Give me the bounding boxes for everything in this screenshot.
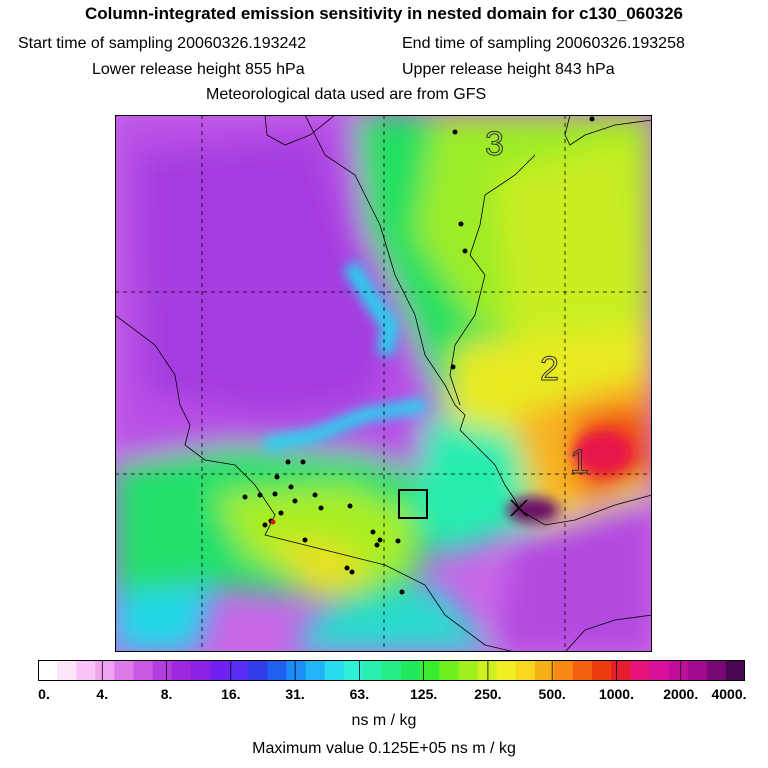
sensitivity-maximum bbox=[263, 260, 633, 523]
colorbar-cell bbox=[229, 660, 249, 681]
station-marker bbox=[292, 498, 298, 504]
colorbar-cell bbox=[534, 660, 555, 681]
colorbar-cell bbox=[420, 660, 440, 681]
sensitivity-field bbox=[115, 115, 652, 652]
station-marker bbox=[344, 565, 350, 571]
colorbar-cell bbox=[38, 660, 58, 681]
colorbar-cell bbox=[515, 660, 536, 681]
station-marker bbox=[274, 474, 280, 480]
station-marker bbox=[278, 510, 284, 516]
colorbar-tick-label: 4000. bbox=[711, 686, 747, 702]
release-point-marker bbox=[270, 519, 276, 525]
station-marker bbox=[399, 589, 405, 595]
colorbar-tick-label: 250. bbox=[474, 686, 502, 702]
station-marker bbox=[300, 459, 306, 465]
station-marker bbox=[242, 494, 248, 500]
station-marker bbox=[272, 491, 278, 497]
colorbar-cell bbox=[95, 660, 116, 681]
colorbar-cell bbox=[114, 660, 135, 681]
colorbar-cell bbox=[286, 660, 307, 681]
colorbar-tick-label: 500. bbox=[538, 686, 566, 702]
station-marker bbox=[395, 538, 401, 544]
figure-title: Column-integrated emission sensitivity i… bbox=[84, 4, 684, 23]
colorbar-cell bbox=[190, 660, 211, 681]
station-marker bbox=[318, 505, 324, 511]
colorbar-cell bbox=[687, 660, 708, 681]
colorbar-cell bbox=[439, 660, 459, 681]
station-marker bbox=[285, 459, 291, 465]
station-marker bbox=[374, 542, 380, 548]
colorbar-tick-label: 4. bbox=[96, 686, 109, 702]
age-label-3: 3 bbox=[485, 125, 504, 163]
colorbar-cell bbox=[496, 660, 517, 681]
colorbar bbox=[38, 660, 745, 681]
station-marker bbox=[377, 537, 383, 543]
colorbar-cell bbox=[706, 660, 727, 681]
station-marker bbox=[349, 569, 355, 575]
station-marker bbox=[462, 248, 468, 254]
maximum-value-text: Maximum value 0.125E+05 ns m / kg bbox=[252, 740, 516, 757]
age-label-1: 1 bbox=[570, 443, 589, 481]
colorbar-tick-label: 1000. bbox=[598, 686, 634, 702]
colorbar-cell bbox=[133, 660, 154, 681]
colorbar-cell bbox=[171, 660, 192, 681]
upper-height-text: Upper release height 843 hPa bbox=[402, 61, 615, 78]
station-marker bbox=[257, 492, 263, 498]
station-marker bbox=[458, 221, 464, 227]
colorbar-cell bbox=[152, 660, 173, 681]
station-marker bbox=[288, 484, 294, 490]
colorbar-cell bbox=[668, 660, 689, 681]
colorbar-tick-label: 16. bbox=[221, 686, 241, 702]
coastline bbox=[115, 115, 652, 652]
colorbar-cell bbox=[401, 660, 421, 681]
colorbar-cell bbox=[305, 660, 326, 681]
end-time-text: End time of sampling 20060326.193258 bbox=[402, 35, 685, 52]
colorbar-tick-label: 8. bbox=[160, 686, 173, 702]
colorbar-cell bbox=[477, 660, 498, 681]
colorbar-cell bbox=[324, 660, 345, 681]
grid-lines bbox=[115, 115, 652, 652]
colorbar-cell bbox=[725, 660, 745, 681]
colorbar-cell bbox=[592, 660, 612, 681]
colorbar-cell bbox=[381, 660, 402, 681]
colorbar-cell bbox=[458, 660, 479, 681]
station-marker bbox=[452, 129, 458, 135]
colorbar-tick-label: 31. bbox=[285, 686, 305, 702]
station-marker bbox=[302, 537, 308, 543]
lower-height-text: Lower release height 855 hPa bbox=[92, 61, 305, 78]
colorbar-units: ns m / kg bbox=[351, 712, 417, 729]
station-marker bbox=[312, 492, 318, 498]
colorbar-tick-label: 63. bbox=[349, 686, 370, 702]
colorbar-tick-label: 125. bbox=[410, 686, 438, 702]
colorbar-cell bbox=[362, 660, 383, 681]
station-marker bbox=[262, 522, 268, 528]
colorbar-cell bbox=[248, 660, 268, 681]
release-box bbox=[398, 489, 428, 519]
colorbar-cell bbox=[573, 660, 593, 681]
start-time-text: Start time of sampling 20060326.193242 bbox=[18, 35, 307, 52]
colorbar-cell bbox=[611, 660, 631, 681]
station-marker bbox=[347, 503, 353, 509]
colorbar-tick-label: 2000. bbox=[663, 686, 699, 702]
colorbar-cell bbox=[649, 660, 670, 681]
colorbar-cell bbox=[343, 660, 364, 681]
station-marker bbox=[589, 116, 595, 122]
colorbar-cell bbox=[267, 660, 288, 681]
age-label-2: 2 bbox=[540, 350, 559, 388]
station-markers bbox=[242, 116, 595, 595]
colorbar-frame bbox=[38, 660, 745, 681]
station-marker bbox=[370, 529, 376, 535]
colorbar-cell bbox=[57, 660, 77, 681]
sensitivity-map: 3 2 1 bbox=[115, 115, 652, 652]
map-frame bbox=[115, 115, 652, 652]
colorbar-tick-label: 0. bbox=[38, 686, 50, 702]
cross-marker bbox=[510, 499, 528, 517]
colorbar-cell bbox=[553, 660, 574, 681]
colorbar-cell bbox=[209, 660, 230, 681]
station-marker bbox=[450, 364, 456, 370]
colorbar-cell bbox=[76, 660, 96, 681]
colorbar-cell bbox=[630, 660, 651, 681]
met-data-text: Meteorological data used are from GFS bbox=[206, 86, 487, 103]
